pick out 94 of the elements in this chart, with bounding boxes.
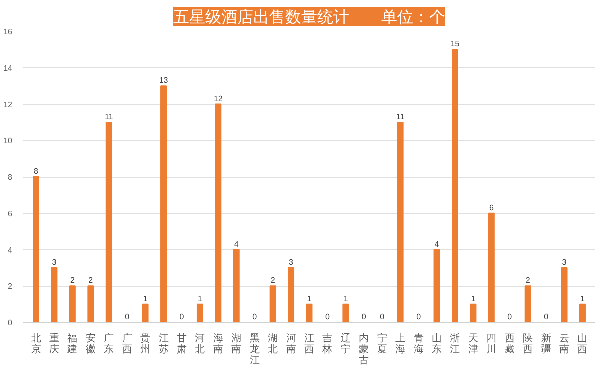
data-label: 1: [471, 294, 476, 304]
x-tick-label: 内蒙古: [359, 332, 370, 366]
data-label: 1: [143, 294, 148, 304]
data-label: 15: [450, 40, 460, 49]
data-label: 8: [34, 167, 40, 176]
x-tick-label: 青海: [414, 332, 424, 356]
x-tick-label: 天津: [468, 334, 478, 356]
x-tick-label: 福建: [66, 332, 78, 356]
bar: [488, 212, 495, 322]
y-tick-label: 8: [8, 173, 14, 182]
data-label: 4: [234, 240, 240, 249]
bar: [69, 286, 76, 322]
data-label: 2: [270, 276, 276, 286]
data-label: 0: [416, 312, 422, 322]
data-label: 2: [88, 276, 94, 286]
x-tick-label: 云南: [560, 334, 570, 356]
y-tick-label: 2: [8, 282, 14, 292]
x-tick-label: 新疆: [541, 332, 552, 356]
x-tick-label: 海南: [213, 332, 224, 356]
x-tick-label: 江西: [304, 332, 314, 356]
data-label: 3: [562, 258, 568, 267]
bar: [397, 122, 404, 322]
bar: [434, 249, 440, 322]
bar: [51, 267, 58, 322]
x-tick-label: 宁夏: [377, 332, 388, 356]
y-tick-label: 4: [8, 246, 14, 255]
data-label: 0: [125, 312, 130, 322]
data-label: 0: [380, 312, 386, 322]
bar: [233, 249, 240, 322]
bar: [306, 304, 313, 322]
x-tick-label: 浙江: [450, 332, 460, 356]
data-label: 6: [489, 203, 494, 212]
data-label: 4: [434, 240, 440, 249]
data-label: 11: [396, 112, 406, 122]
x-tick-label: 贵州: [140, 332, 151, 356]
x-tick-label: 甘肃: [176, 332, 187, 356]
data-label: 2: [526, 276, 531, 286]
bar: [270, 286, 276, 322]
data-label: 3: [289, 258, 294, 267]
data-label: 13: [159, 76, 169, 86]
bar: [524, 286, 532, 322]
data-label: 12: [214, 94, 224, 104]
data-label: 0: [544, 312, 550, 322]
y-tick-label: 12: [4, 100, 14, 110]
x-tick-label: 湖南: [232, 332, 242, 356]
bar: [196, 304, 204, 322]
x-tick-label: 山东: [432, 332, 442, 356]
y-tick-label: 6: [8, 209, 14, 218]
data-label: 1: [580, 294, 586, 304]
x-tick-label: 河北: [195, 332, 206, 356]
bar: [580, 304, 586, 322]
data-label: 0: [180, 312, 185, 322]
bar: [342, 304, 350, 322]
data-label: 0: [325, 312, 330, 322]
x-tick-label: 四川: [486, 334, 497, 356]
x-tick-label: 辽宁: [340, 332, 351, 356]
bar: [452, 49, 458, 322]
data-label: 0: [508, 312, 513, 322]
x-tick-label: 山西: [578, 332, 588, 356]
data-label: 1: [307, 294, 312, 304]
y-tick-label: 10: [4, 136, 14, 146]
data-label: 2: [70, 276, 76, 286]
x-tick-label: 黑龙江: [250, 334, 260, 366]
y-tick-label: 16: [4, 28, 14, 36]
data-label: 1: [198, 294, 203, 304]
x-tick-label: 湖北: [268, 332, 278, 356]
x-tick-label: 陕西: [523, 332, 534, 356]
data-label: 0: [362, 312, 367, 322]
bar: [106, 122, 112, 322]
x-tick-label: 安徽: [86, 332, 96, 356]
bar: [215, 104, 222, 322]
data-label: 3: [52, 258, 58, 267]
data-label: 1: [344, 294, 349, 304]
chart-title: 五星级酒店出售数量统计 单位：个: [174, 8, 446, 26]
bar: [561, 267, 568, 322]
data-label: 0: [252, 312, 258, 322]
x-tick-label: 广西: [122, 332, 132, 356]
bar: [33, 176, 40, 322]
x-tick-label: 吉林: [322, 332, 333, 356]
x-tick-label: 西藏: [504, 334, 515, 356]
x-tick-label: 江苏: [158, 332, 169, 356]
bar: [470, 304, 477, 322]
x-tick-label: 广东: [104, 332, 114, 356]
x-tick-label: 河南: [286, 332, 296, 356]
y-tick-label: 14: [4, 64, 14, 73]
x-tick-label: 上海: [396, 332, 406, 356]
x-tick-label: 重庆: [49, 332, 60, 356]
bar: [88, 286, 94, 322]
data-label: 11: [104, 112, 114, 122]
y-tick-label: 0: [8, 318, 14, 328]
bar: [288, 267, 295, 322]
x-tick-label: 北京: [31, 332, 42, 356]
bar: [142, 304, 149, 322]
bar: [160, 86, 167, 322]
